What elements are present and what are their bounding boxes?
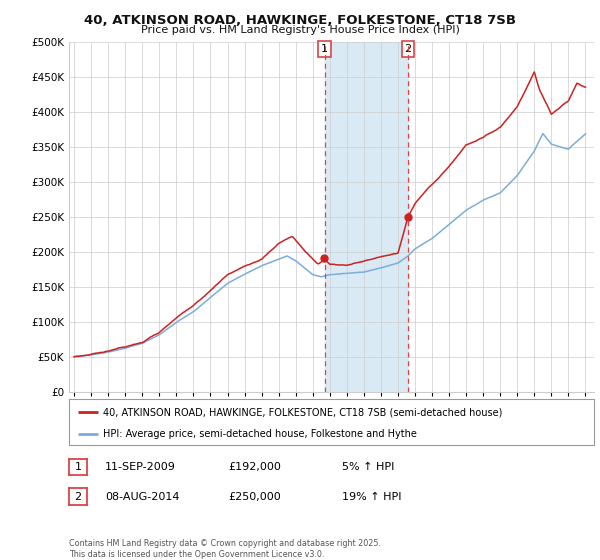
Text: HPI: Average price, semi-detached house, Folkestone and Hythe: HPI: Average price, semi-detached house,… (103, 429, 417, 438)
Text: Price paid vs. HM Land Registry's House Price Index (HPI): Price paid vs. HM Land Registry's House … (140, 25, 460, 35)
Text: 11-SEP-2009: 11-SEP-2009 (105, 462, 176, 472)
Text: 5% ↑ HPI: 5% ↑ HPI (342, 462, 394, 472)
Text: Contains HM Land Registry data © Crown copyright and database right 2025.
This d: Contains HM Land Registry data © Crown c… (69, 539, 381, 559)
Text: 40, ATKINSON ROAD, HAWKINGE, FOLKESTONE, CT18 7SB: 40, ATKINSON ROAD, HAWKINGE, FOLKESTONE,… (84, 14, 516, 27)
Text: 2: 2 (74, 492, 82, 502)
Text: 40, ATKINSON ROAD, HAWKINGE, FOLKESTONE, CT18 7SB (semi-detached house): 40, ATKINSON ROAD, HAWKINGE, FOLKESTONE,… (103, 407, 503, 417)
Text: £250,000: £250,000 (228, 492, 281, 502)
Text: 1: 1 (321, 44, 328, 54)
Bar (325, 42, 408, 392)
Text: 1: 1 (74, 462, 82, 472)
Text: 08-AUG-2014: 08-AUG-2014 (105, 492, 179, 502)
Text: 19% ↑ HPI: 19% ↑ HPI (342, 492, 401, 502)
Text: 2: 2 (404, 44, 412, 54)
Text: £192,000: £192,000 (228, 462, 281, 472)
